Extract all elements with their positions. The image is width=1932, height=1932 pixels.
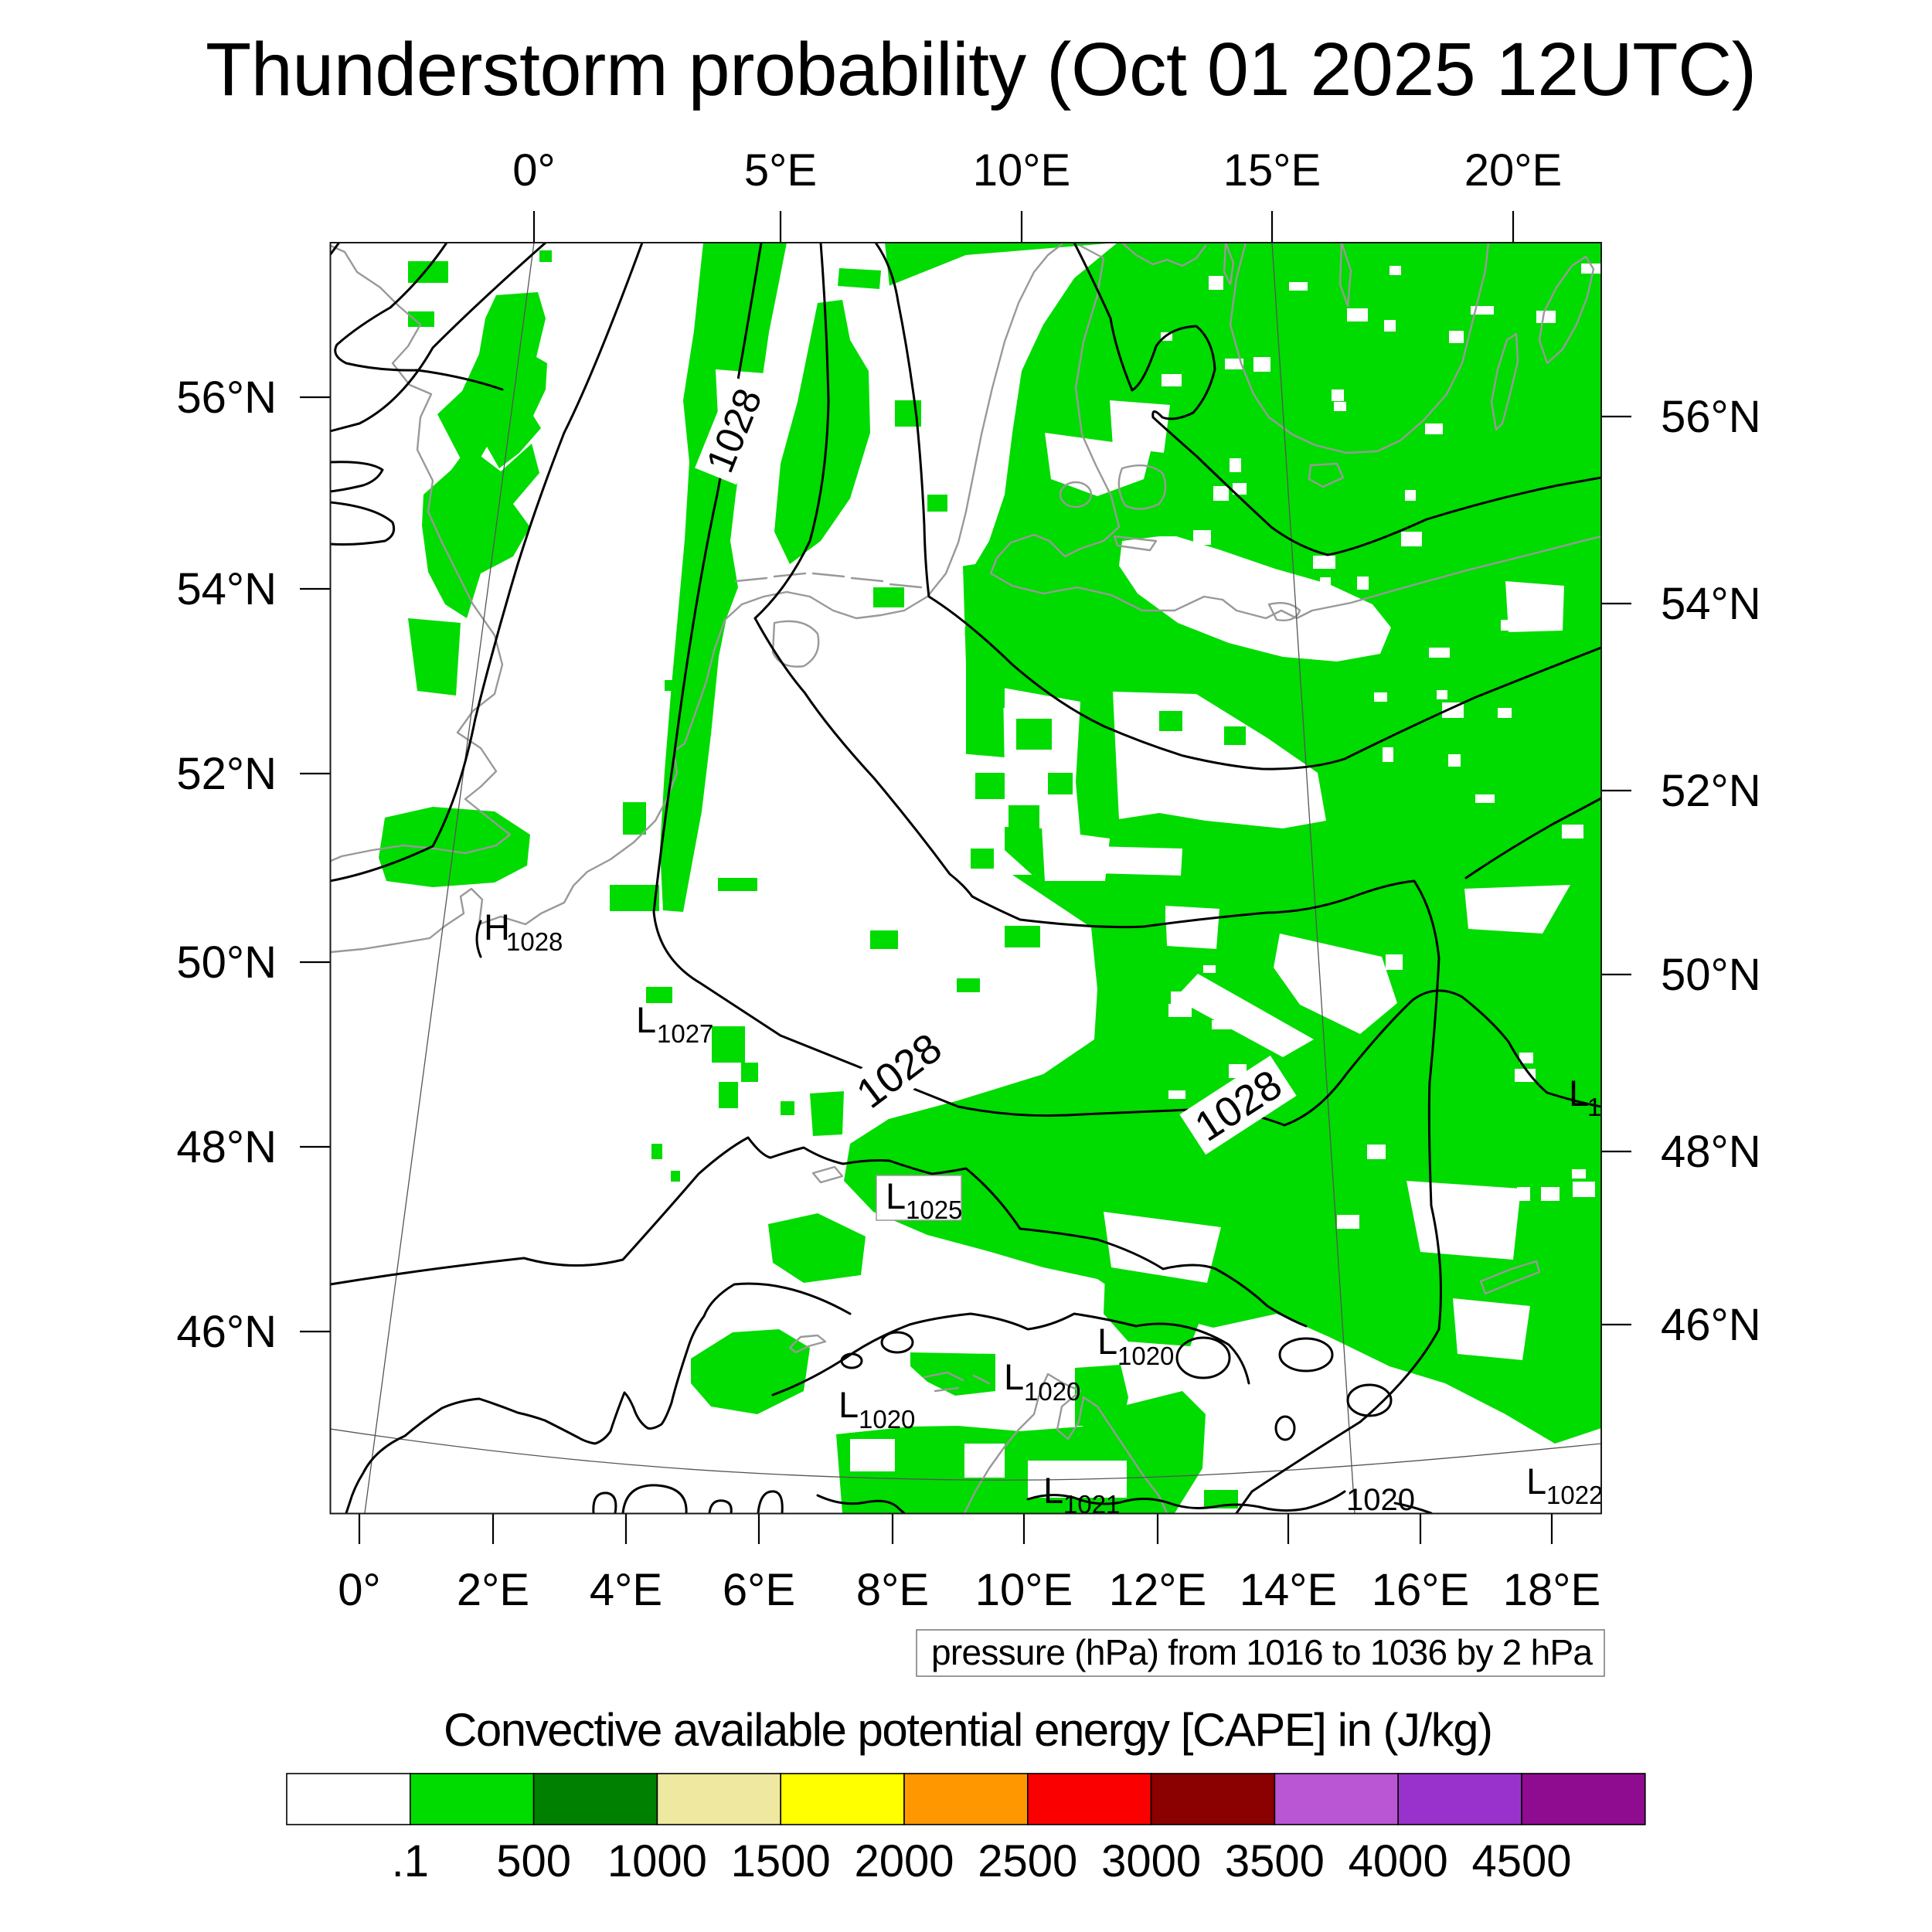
svg-text:46°N: 46°N [176, 1307, 277, 1357]
svg-text:1500: 1500 [731, 1836, 831, 1886]
svg-text:L: L [886, 1175, 906, 1216]
svg-text:L: L [1097, 1321, 1117, 1362]
svg-text:L: L [1569, 1073, 1589, 1114]
svg-text:1027: 1027 [657, 1019, 713, 1048]
svg-text:2°E: 2°E [457, 1565, 529, 1615]
svg-text:10°E: 10°E [975, 1565, 1073, 1615]
svg-text:52°N: 52°N [176, 749, 277, 799]
svg-text:500: 500 [496, 1836, 571, 1886]
svg-text:18°E: 18°E [1503, 1565, 1600, 1615]
svg-text:4500: 4500 [1471, 1836, 1571, 1886]
svg-text:L: L [636, 999, 656, 1040]
svg-text:15°E: 15°E [1223, 145, 1321, 196]
svg-text:3500: 3500 [1225, 1836, 1325, 1886]
svg-text:Convective available potential: Convective available potential energy [C… [444, 1704, 1493, 1756]
svg-text:1000: 1000 [607, 1836, 707, 1886]
svg-text:48°N: 48°N [176, 1122, 277, 1172]
svg-text:1025: 1025 [906, 1196, 962, 1224]
svg-text:0°: 0° [338, 1565, 380, 1615]
svg-text:1020: 1020 [1117, 1342, 1174, 1370]
svg-text:2500: 2500 [978, 1836, 1077, 1886]
svg-text:1028: 1028 [506, 927, 563, 956]
svg-text:1020: 1020 [1346, 1483, 1415, 1517]
svg-text:56°N: 56°N [1661, 392, 1761, 442]
svg-text:46°N: 46°N [1661, 1300, 1761, 1350]
svg-text:3000: 3000 [1101, 1836, 1201, 1886]
svg-text:0°: 0° [512, 145, 555, 196]
svg-text:L: L [838, 1384, 859, 1425]
svg-text:5°E: 5°E [744, 145, 817, 196]
svg-text:20°E: 20°E [1464, 145, 1562, 196]
svg-text:54°N: 54°N [176, 564, 277, 614]
svg-text:L: L [1526, 1461, 1546, 1502]
svg-text:2000: 2000 [854, 1836, 954, 1886]
svg-text:Thunderstorm probability (Oct: Thunderstorm probability (Oct 01 2025 12… [206, 27, 1757, 111]
svg-text:16°E: 16°E [1372, 1565, 1469, 1615]
svg-text:54°N: 54°N [1661, 579, 1761, 629]
svg-text:48°N: 48°N [1661, 1127, 1761, 1177]
svg-text:.1: .1 [392, 1836, 429, 1886]
svg-text:4°E: 4°E [590, 1565, 662, 1615]
svg-text:52°N: 52°N [1661, 766, 1761, 816]
svg-text:6°E: 6°E [723, 1565, 795, 1615]
svg-text:H: H [484, 906, 510, 947]
svg-text:56°N: 56°N [176, 372, 277, 423]
svg-text:4000: 4000 [1349, 1836, 1448, 1886]
svg-text:pressure (hPa) from 1016 to 10: pressure (hPa) from 1016 to 1036 by 2 hP… [931, 1632, 1593, 1672]
svg-text:1022: 1022 [1546, 1481, 1603, 1509]
svg-text:12°E: 12°E [1109, 1565, 1206, 1615]
svg-text:10°E: 10°E [973, 145, 1070, 196]
svg-text:14°E: 14°E [1240, 1565, 1337, 1615]
svg-text:1020: 1020 [859, 1405, 915, 1434]
svg-text:50°N: 50°N [1661, 950, 1761, 1000]
svg-text:8°E: 8°E [856, 1565, 929, 1615]
svg-text:L: L [1004, 1356, 1024, 1397]
svg-text:L: L [1043, 1470, 1063, 1511]
svg-text:50°N: 50°N [176, 937, 277, 988]
svg-text:1029: 1029 [1587, 1093, 1644, 1121]
svg-text:1020: 1020 [1024, 1377, 1080, 1406]
svg-text:1021: 1021 [1063, 1490, 1120, 1519]
